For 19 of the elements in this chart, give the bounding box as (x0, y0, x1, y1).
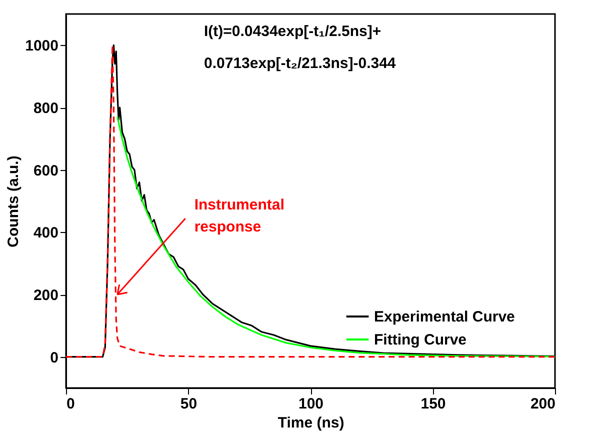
y-tick-label: 400 (33, 224, 58, 242)
line-series (116, 116, 555, 358)
x-tick-label: 150 (420, 396, 446, 412)
x-tick-label: 100 (298, 396, 324, 412)
annotation: 0.0713exp[-t₂/21.3ns]-0.344 (204, 55, 396, 72)
y-tick-label: 200 (33, 287, 58, 304)
annotation: I(t)=0.0434exp[-t₁/2.5ns]+ (204, 23, 382, 40)
y-tick-label: 600 (33, 162, 58, 180)
y-tick-label: 800 (33, 100, 58, 117)
legend-label: Fitting Curve (374, 332, 466, 348)
x-tick-label: 0 (66, 396, 75, 412)
legend-label: Experimental Curve (374, 308, 515, 326)
y-tick-label: 1000 (25, 38, 58, 55)
y-axis-title: Counts (a.u.) (5, 156, 22, 248)
x-axis-title: Time (ns) (278, 414, 344, 432)
x-tick-label: 200 (530, 396, 556, 412)
annotation: Instrumental response (194, 196, 284, 236)
y-tick-label: 0 (50, 349, 58, 366)
x-tick-label: 50 (180, 396, 198, 412)
